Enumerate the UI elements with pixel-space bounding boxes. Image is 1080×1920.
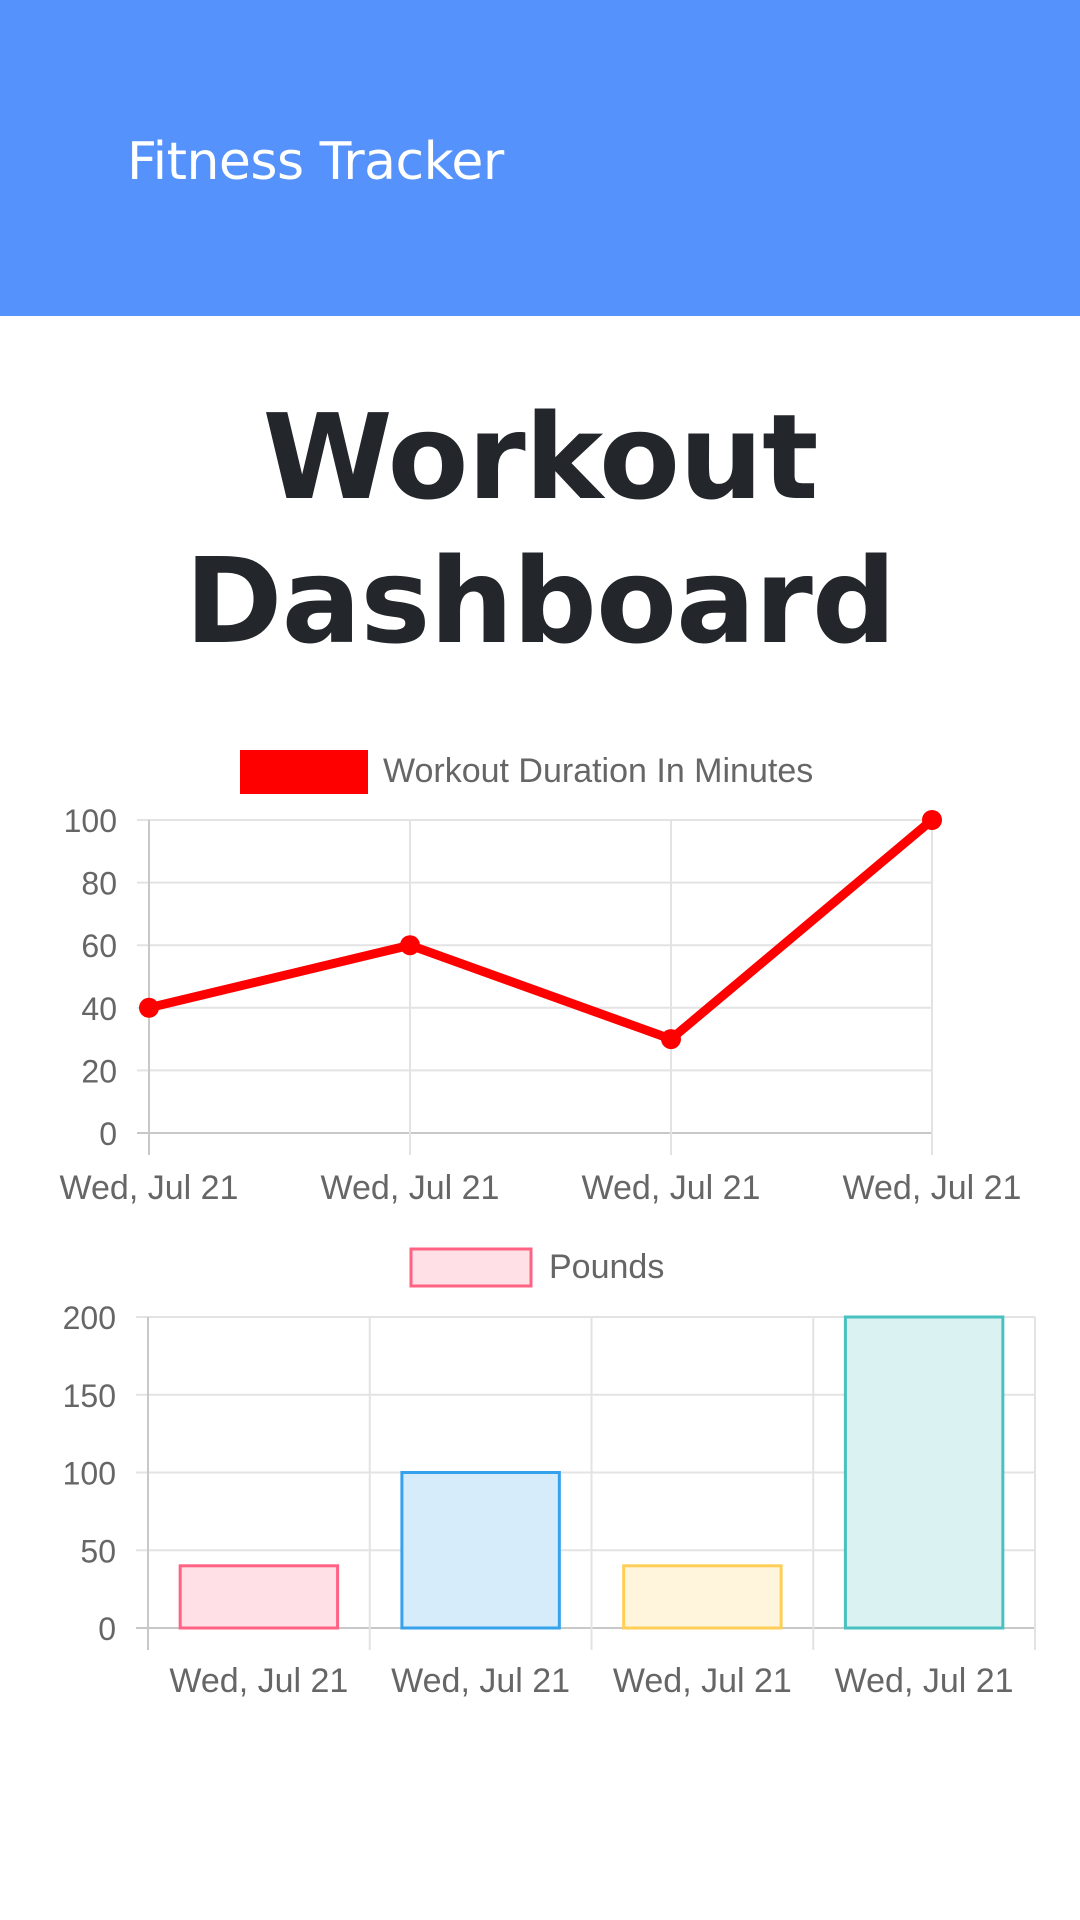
x-tick-label: Wed, Jul 21 bbox=[321, 1169, 500, 1207]
series-line bbox=[147, 816, 935, 1044]
y-tick-label: 60 bbox=[81, 928, 117, 964]
y-tick-label: 40 bbox=[81, 991, 117, 1027]
pounds-bar-chart: Pounds 0 50 100 150 200 Wed, Jul 21 Wed, Jul 21… bbox=[63, 1247, 1036, 1700]
x-tick-label: Wed, Jul 21 bbox=[843, 1169, 1022, 1207]
y-tick-label: 200 bbox=[63, 1300, 116, 1336]
legend-label: Workout Duration In Minutes bbox=[383, 752, 813, 790]
y-tick-label: 50 bbox=[80, 1533, 116, 1569]
page-title: Workout Dashboard bbox=[184, 388, 897, 670]
x-tick-label: Wed, Jul 21 bbox=[613, 1662, 792, 1700]
y-tick-label: 100 bbox=[64, 803, 117, 839]
legend-swatch bbox=[409, 1247, 533, 1288]
data-point bbox=[922, 810, 942, 830]
legend-swatch bbox=[240, 750, 368, 794]
navbar: Fitness Tracker bbox=[0, 0, 1080, 316]
data-point bbox=[400, 935, 420, 956]
y-tick-label: 100 bbox=[63, 1456, 116, 1492]
x-tick-label: Wed, Jul 21 bbox=[391, 1662, 570, 1700]
bar bbox=[400, 1471, 561, 1630]
data-point bbox=[661, 1029, 681, 1050]
y-tick-label: 20 bbox=[81, 1053, 117, 1089]
duration-line-chart: Workout Duration In Minutes 0 20 40 60 80 100 W… bbox=[60, 750, 1022, 1207]
bar bbox=[843, 1315, 1005, 1630]
x-tick-label: Wed, Jul 21 bbox=[60, 1169, 239, 1207]
y-tick-label: 0 bbox=[98, 1611, 116, 1647]
x-tick-label: Wed, Jul 21 bbox=[835, 1662, 1014, 1700]
bar bbox=[622, 1564, 783, 1630]
data-point bbox=[139, 997, 159, 1018]
legend-label: Pounds bbox=[549, 1248, 664, 1286]
x-tick-label: Wed, Jul 21 bbox=[582, 1169, 761, 1207]
y-tick-label: 150 bbox=[63, 1378, 116, 1414]
bar bbox=[178, 1564, 340, 1630]
y-tick-label: 80 bbox=[81, 866, 117, 902]
brand-link[interactable]: Fitness Tracker bbox=[127, 132, 504, 192]
y-tick-label: 0 bbox=[99, 1116, 117, 1152]
x-tick-label: Wed, Jul 21 bbox=[169, 1662, 348, 1700]
